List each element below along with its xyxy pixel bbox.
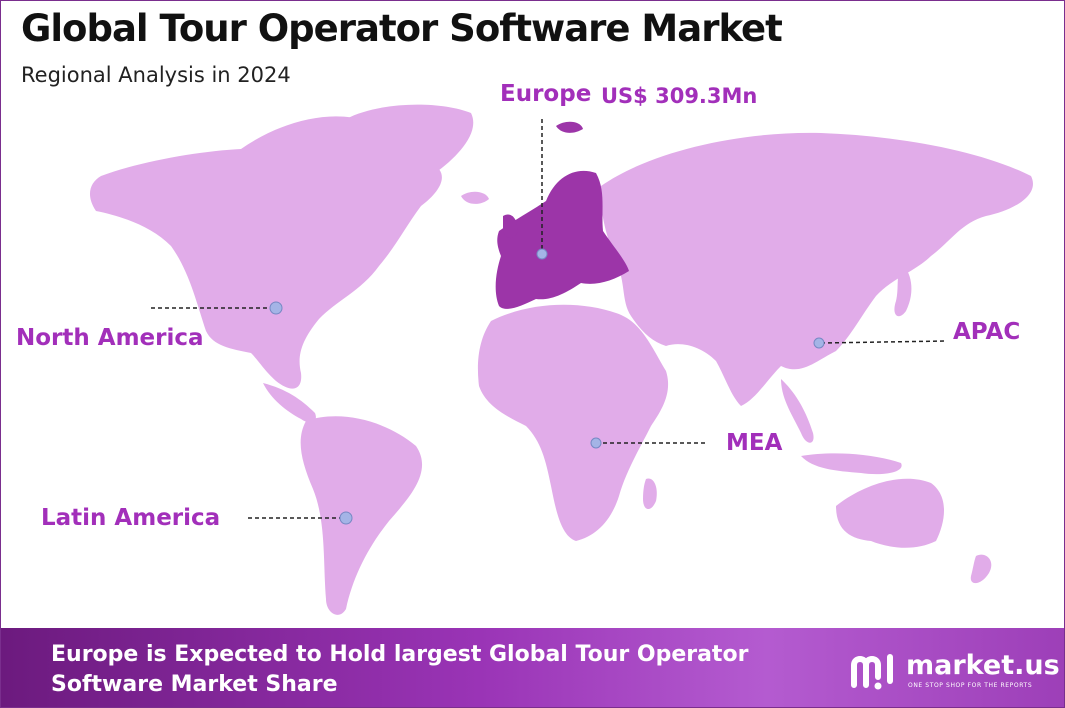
central-america-landmass xyxy=(263,383,316,423)
north-america-marker xyxy=(269,301,283,315)
new-zealand-landmass xyxy=(970,554,992,584)
iceland-landmass xyxy=(461,191,489,204)
europe-marker xyxy=(536,248,548,260)
japan-landmass xyxy=(894,263,912,317)
latin-america-marker xyxy=(339,511,353,525)
australia-landmass xyxy=(836,478,945,548)
north-america-landmass xyxy=(89,116,442,389)
footer-headline: Europe is Expected to Hold largest Globa… xyxy=(51,642,749,697)
latin-america-label: Latin America xyxy=(41,505,221,531)
mea-marker xyxy=(590,437,602,449)
africa-landmass xyxy=(477,304,669,541)
uk-region xyxy=(503,214,518,239)
page-subtitle: Regional Analysis in 2024 xyxy=(21,63,291,87)
north-america-label: North America xyxy=(16,325,204,351)
svalbard-landmass xyxy=(556,121,583,133)
madagascar-landmass xyxy=(643,478,657,510)
footer-banner: Europe is Expected to Hold largest Globa… xyxy=(1,628,1064,707)
indonesia-landmass xyxy=(801,453,902,475)
brand-name: market.us xyxy=(906,650,1060,681)
mea-label: MEA xyxy=(726,430,783,456)
south-america-landmass xyxy=(300,416,423,615)
asia-landmass xyxy=(600,132,1033,406)
brand-tagline: ONE STOP SHOP FOR THE REPORTS xyxy=(908,682,1033,689)
apac-label: APAC xyxy=(953,319,1021,345)
europe-label: Europe xyxy=(500,81,592,107)
page-title: Global Tour Operator Software Market xyxy=(21,7,783,50)
europe-region xyxy=(495,170,629,309)
greenland-landmass xyxy=(346,104,474,215)
europe-value: US$ 309.3Mn xyxy=(601,84,758,108)
market-us-logo-icon xyxy=(851,654,893,690)
apac-marker xyxy=(813,337,825,349)
southeast-asia-landmass xyxy=(781,379,814,443)
